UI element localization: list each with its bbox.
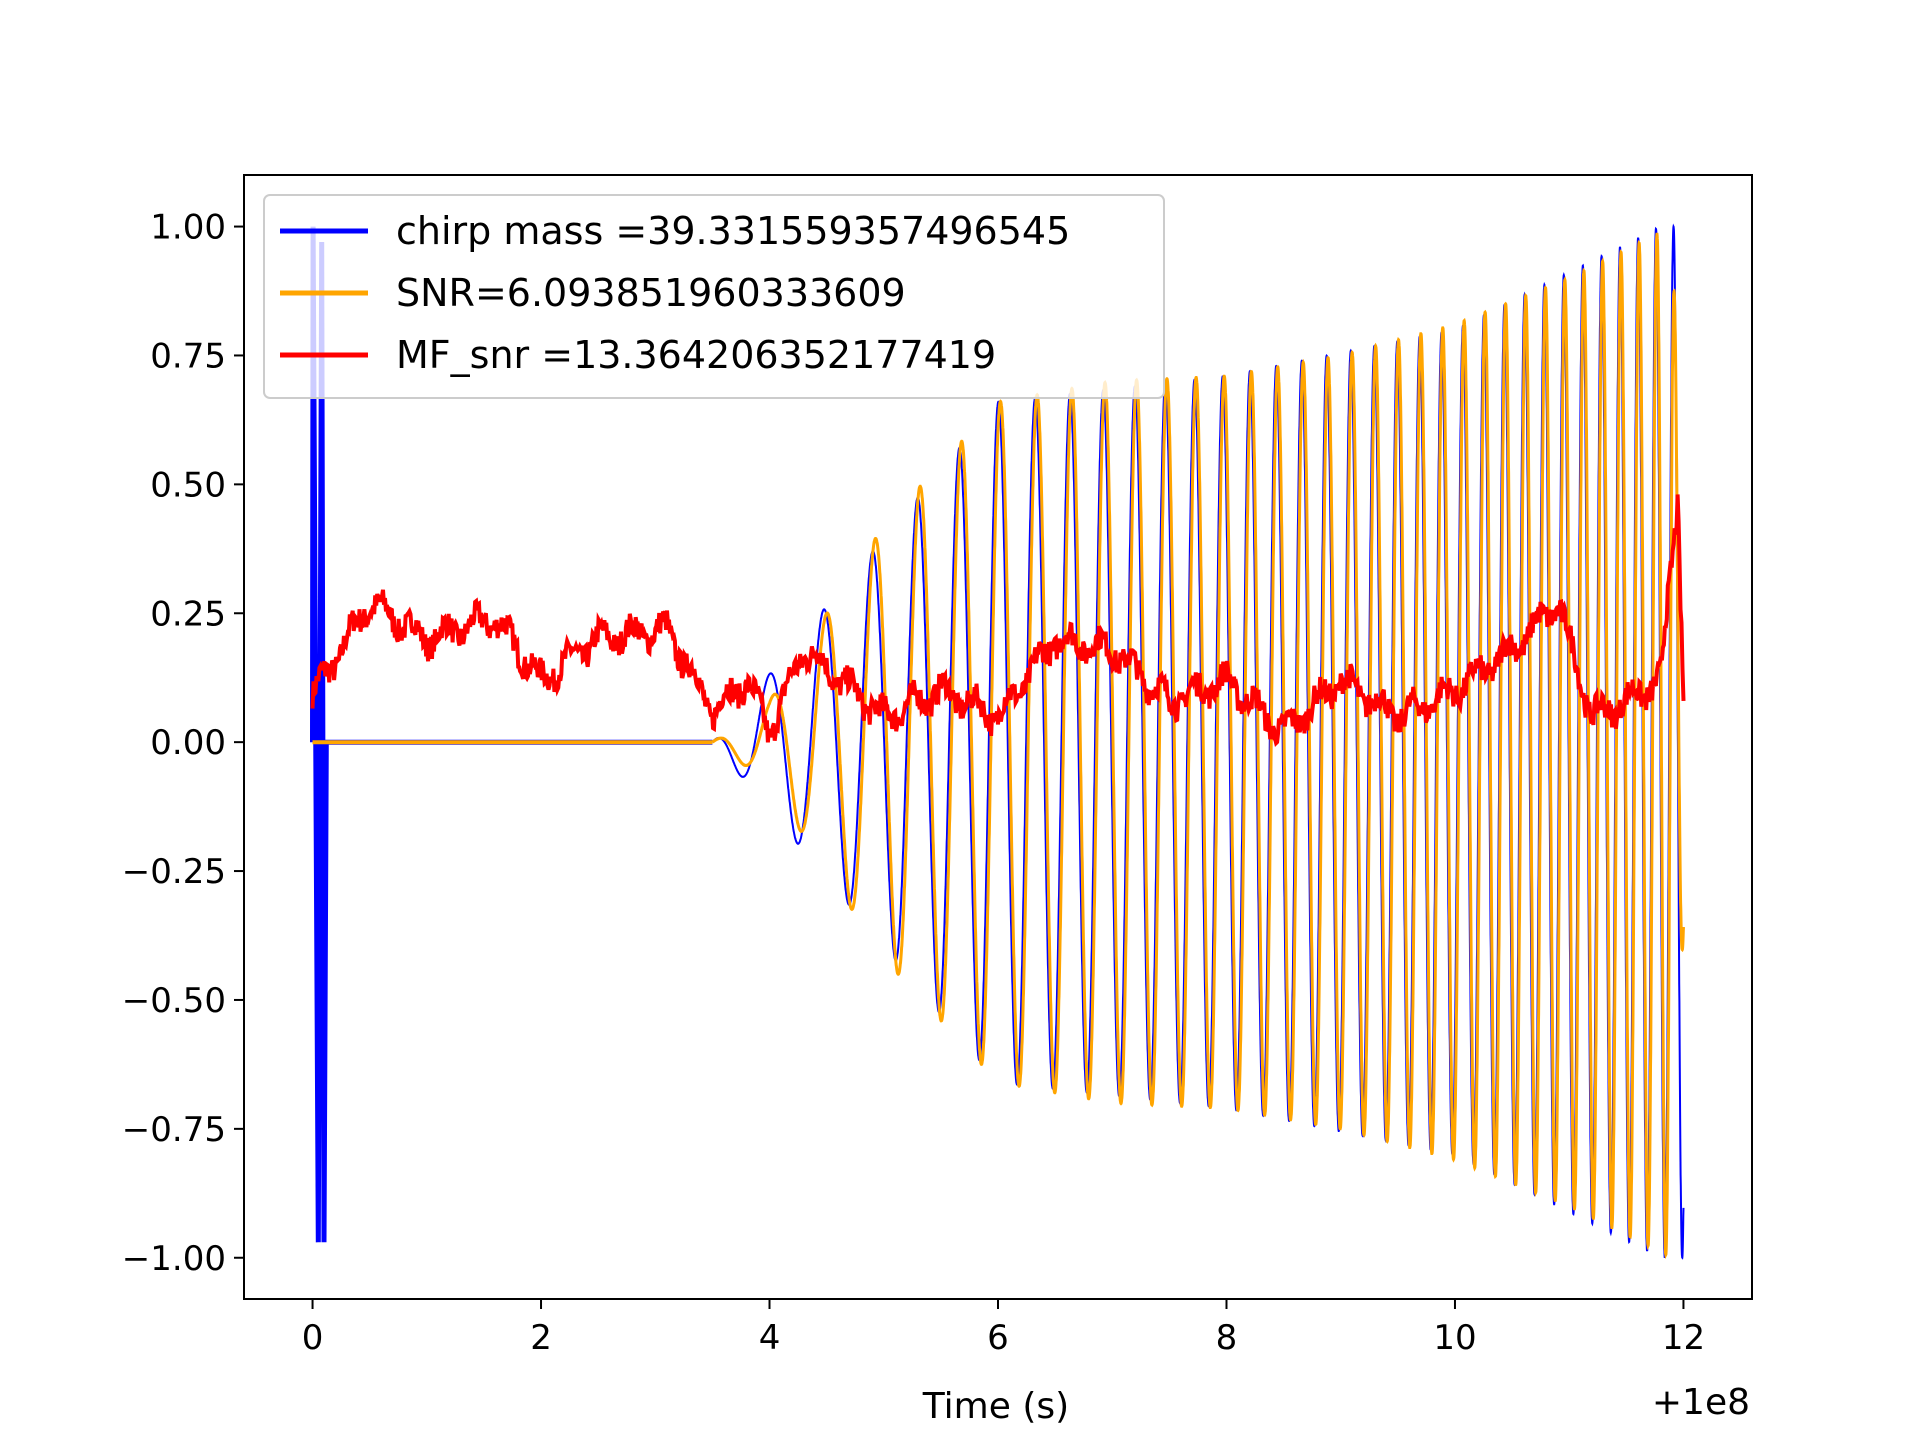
y-tick-label: 0.25 bbox=[150, 594, 226, 634]
legend-label: SNR=6.093851960333609 bbox=[396, 271, 906, 315]
legend-frame bbox=[263, 194, 1165, 399]
y-tick-label: −0.25 bbox=[122, 852, 226, 892]
x-tick-label: 2 bbox=[530, 1318, 552, 1358]
y-tick-label: 0.00 bbox=[150, 723, 226, 763]
series-line-snr bbox=[711, 232, 1685, 1260]
x-axis: 0 2 4 6 8 10 12 bbox=[302, 1299, 1705, 1358]
y-tick-label: 0.75 bbox=[150, 336, 226, 376]
y-tick-label: 1.00 bbox=[150, 208, 226, 248]
x-axis-title: Time (s) bbox=[922, 1386, 1069, 1427]
y-tick-label: 0.50 bbox=[150, 465, 226, 505]
x-tick-label: 12 bbox=[1662, 1318, 1705, 1358]
y-axis: 1.00 0.75 0.50 0.25 0.00 −0.25 −0.50 −0.75 −1.00 bbox=[122, 208, 244, 1279]
series-line-mf-snr bbox=[310, 494, 1686, 748]
x-axis-offset-label: +1e8 bbox=[1652, 1382, 1750, 1423]
legend-label: MF_snr =13.364206352177419 bbox=[396, 333, 996, 377]
legend: chirp mass =39.331559357496545 SNR=6.0938… bbox=[263, 194, 1165, 399]
y-tick-label: −0.50 bbox=[122, 981, 226, 1021]
x-tick-label: 8 bbox=[1216, 1318, 1238, 1358]
y-tick-label: −0.75 bbox=[122, 1110, 226, 1150]
y-tick-label: −1.00 bbox=[122, 1239, 226, 1279]
x-tick-label: 6 bbox=[987, 1318, 1009, 1358]
x-tick-label: 10 bbox=[1433, 1318, 1476, 1358]
legend-label: chirp mass =39.331559357496545 bbox=[396, 209, 1070, 253]
x-tick-label: 4 bbox=[759, 1318, 781, 1358]
x-tick-label: 0 bbox=[302, 1318, 324, 1358]
